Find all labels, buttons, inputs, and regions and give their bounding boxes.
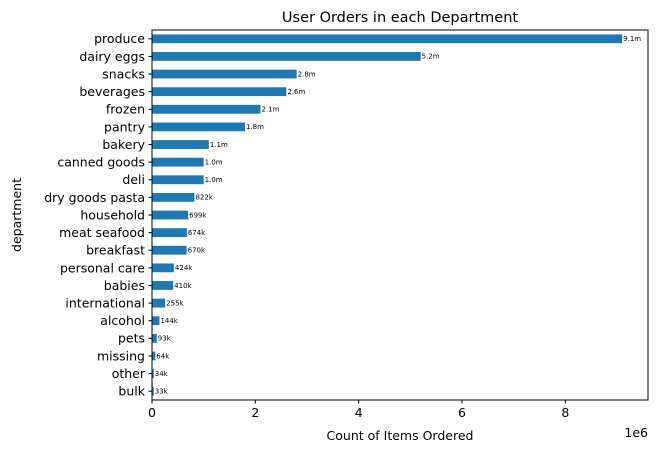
- y-tick-label: babies: [104, 278, 145, 293]
- bar-dry-goods-pasta: [152, 192, 195, 202]
- bar-international: [152, 298, 166, 308]
- x-tick-label: 0: [148, 405, 156, 420]
- data-label: 64k: [156, 352, 170, 360]
- bar-beverages: [152, 87, 287, 97]
- y-tick-label: produce: [94, 31, 145, 46]
- data-label: 410k: [174, 282, 192, 290]
- bar-produce: [152, 34, 623, 44]
- bar-meat-seafood: [152, 228, 187, 238]
- y-tick-label: pantry: [104, 119, 146, 134]
- y-tick-label: bulk: [118, 384, 145, 399]
- x-axis-offset-label: 1e6: [624, 425, 648, 440]
- bar-snacks: [152, 69, 297, 79]
- bar-alcohol: [152, 316, 160, 326]
- y-tick-label: breakfast: [86, 243, 145, 258]
- y-tick-label: canned goods: [57, 155, 145, 170]
- bar-pets: [152, 333, 157, 343]
- data-label: 2.1m: [262, 106, 280, 114]
- data-label: 699k: [189, 211, 207, 219]
- x-tick-label: 8: [561, 405, 569, 420]
- y-tick-label: alcohol: [100, 313, 145, 328]
- data-label: 2.8m: [298, 70, 316, 78]
- x-tick-label: 6: [458, 405, 466, 420]
- y-tick-label: dry goods pasta: [44, 190, 145, 205]
- x-axis-ticks: 0 2 4 6 8: [148, 400, 569, 420]
- bar-breakfast: [152, 245, 187, 255]
- y-tick-label: dairy eggs: [79, 49, 145, 64]
- bars-group: 9.1m 5.2m 2.8m 2.6m 2.1m 1.8m 1.1m 1.0m 1.0m 822k…: [152, 34, 641, 396]
- data-label: 1.1m: [210, 141, 228, 149]
- plot-frame: [151, 29, 649, 401]
- data-label: 822k: [195, 194, 213, 202]
- bar-bulk: [152, 386, 154, 396]
- bar-deli: [152, 175, 204, 185]
- data-label: 34k: [155, 370, 169, 378]
- data-label: 93k: [158, 335, 172, 343]
- bar-missing: [152, 351, 156, 361]
- bar-frozen: [152, 104, 261, 114]
- y-tick-label: snacks: [102, 66, 145, 81]
- bar-canned-goods: [152, 157, 204, 167]
- y-tick-label: household: [80, 207, 145, 222]
- data-label: 144k: [160, 317, 178, 325]
- y-tick-label: meat seafood: [59, 225, 145, 240]
- data-label: 674k: [188, 229, 206, 237]
- y-axis-ticks: produce dairy eggs snacks beverages frozen pa…: [44, 31, 152, 399]
- data-label: 1.0m: [205, 176, 223, 184]
- bar-other: [152, 369, 154, 378]
- x-tick-label: 2: [251, 405, 259, 420]
- y-axis-label: department: [9, 178, 24, 252]
- y-tick-label: frozen: [106, 102, 145, 117]
- y-tick-label: bakery: [102, 137, 145, 152]
- data-label: 670k: [188, 247, 206, 255]
- y-tick-label: other: [112, 366, 146, 381]
- bar-babies: [152, 281, 174, 290]
- x-tick-label: 4: [355, 405, 363, 420]
- data-label: 255k: [166, 299, 184, 307]
- y-tick-label: missing: [97, 348, 145, 363]
- data-label: 424k: [175, 264, 193, 272]
- bar-personal-care: [152, 263, 174, 273]
- y-tick-label: deli: [122, 172, 145, 187]
- x-axis-label: Count of Items Ordered: [327, 428, 474, 443]
- y-tick-label: international: [65, 295, 145, 310]
- y-tick-label: beverages: [79, 84, 145, 99]
- bar-dairy-eggs: [152, 52, 421, 61]
- bar-pantry: [152, 122, 245, 132]
- bar-household: [152, 210, 189, 220]
- data-label: 2.6m: [287, 88, 305, 96]
- data-label: 1.8m: [246, 123, 264, 131]
- y-tick-label: pets: [118, 331, 145, 346]
- y-tick-label: personal care: [60, 260, 145, 275]
- data-label: 1.0m: [205, 158, 223, 166]
- bar-bakery: [152, 140, 209, 149]
- data-label: 9.1m: [623, 35, 641, 43]
- data-label: 5.2m: [422, 53, 440, 61]
- chart-title: User Orders in each Department: [282, 10, 518, 26]
- data-label: 33k: [155, 387, 169, 395]
